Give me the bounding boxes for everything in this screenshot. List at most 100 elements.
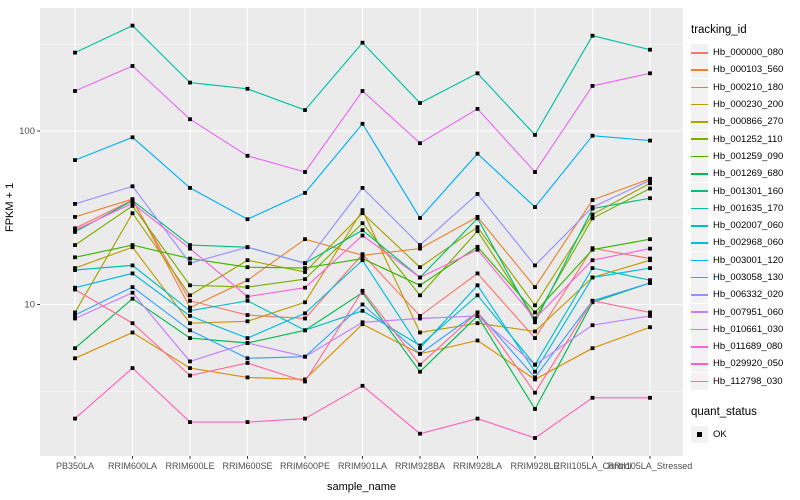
data-point	[130, 263, 135, 268]
data-point	[188, 359, 192, 364]
data-point	[475, 192, 480, 196]
data-point	[188, 328, 192, 333]
legend-line-swatch	[691, 182, 708, 200]
data-point	[188, 293, 192, 298]
data-point	[188, 186, 192, 190]
data-point	[303, 354, 307, 359]
series-Hb_007951_060	[73, 290, 652, 367]
legend-item-Hb_001269_680: Hb_001269_680	[691, 165, 799, 183]
legend-line-swatch	[691, 269, 708, 286]
data-point	[73, 202, 77, 206]
data-point	[475, 225, 480, 230]
data-point	[360, 308, 365, 313]
data-point	[73, 228, 77, 233]
data-point	[418, 316, 422, 321]
data-point	[590, 275, 595, 280]
legend-item-label: Hb_010661_030	[713, 323, 784, 335]
data-point	[245, 298, 250, 303]
data-point	[648, 281, 652, 285]
legend-line-swatch	[691, 286, 708, 304]
data-point	[188, 420, 192, 424]
data-point	[360, 288, 365, 293]
data-point	[533, 263, 537, 268]
data-point	[418, 314, 422, 318]
data-point	[245, 341, 250, 345]
data-point	[475, 216, 480, 221]
data-point	[303, 266, 307, 270]
data-point	[475, 71, 480, 76]
legend-line-swatch	[691, 61, 708, 79]
data-point	[188, 246, 192, 251]
quant-ok-square-icon	[691, 426, 708, 444]
data-point	[188, 261, 192, 266]
data-point	[533, 375, 537, 380]
data-point	[648, 178, 652, 183]
data-point	[533, 436, 537, 440]
x-tick-label: PB350LA	[56, 461, 94, 471]
data-point	[130, 184, 135, 189]
legend-line-swatch	[691, 96, 708, 114]
quant-ok-label: OK	[713, 429, 727, 441]
data-point	[533, 329, 537, 334]
data-point	[418, 246, 422, 251]
data-point	[130, 321, 135, 326]
x-tick-label: RRIM600PE	[280, 461, 330, 471]
legend: tracking_id Hb_000000_080 Hb_000103_560 Hb…	[691, 24, 799, 444]
legend-item-Hb_002007_060: Hb_002007_060	[691, 217, 799, 235]
data-point	[648, 266, 652, 270]
legend-item-label: Hb_001269_680	[713, 168, 784, 180]
data-point	[73, 226, 77, 231]
data-point	[73, 316, 77, 321]
data-point	[245, 278, 250, 283]
data-point	[188, 80, 192, 85]
data-point	[245, 375, 250, 380]
series-Hb_006332_020	[73, 178, 652, 268]
data-point	[533, 133, 537, 137]
legend-item-Hb_001301_160: Hb_001301_160	[691, 182, 799, 200]
data-point	[648, 237, 652, 242]
data-point	[245, 217, 250, 222]
y-axis-title: FPKM + 1	[4, 182, 16, 232]
data-point	[188, 321, 192, 326]
x-tick-label: RRIM928BA	[395, 461, 445, 471]
legend-item-label: Hb_003001_120	[713, 254, 784, 266]
legend-item-label: Hb_002007_060	[713, 220, 784, 232]
data-point	[648, 246, 652, 251]
data-point	[303, 191, 307, 195]
data-point	[188, 308, 192, 313]
data-point	[360, 208, 365, 212]
legend-item-Hb_001252_110: Hb_001252_110	[691, 130, 799, 148]
data-point	[590, 346, 595, 351]
x-axis-title: sample_name	[326, 481, 397, 493]
data-point	[648, 278, 652, 283]
data-point	[130, 64, 135, 68]
data-point	[360, 233, 365, 238]
data-point	[130, 201, 135, 206]
legend-item-label: Hb_029920_050	[713, 358, 784, 370]
legend-item-label: Hb_002968_060	[713, 237, 784, 249]
data-point	[648, 186, 652, 191]
legend-item-Hb_112798_030: Hb_112798_030	[691, 372, 799, 390]
data-point	[360, 211, 365, 216]
data-point	[533, 407, 537, 411]
legend-item-label: Hb_001301_160	[713, 185, 784, 197]
data-point	[73, 268, 77, 272]
legend-item-Hb_000866_270: Hb_000866_270	[691, 113, 799, 131]
data-point	[590, 323, 595, 328]
data-point	[475, 229, 480, 233]
series-Hb_002007_060	[73, 263, 652, 367]
data-point	[590, 84, 595, 88]
series-Hb_010661_030	[73, 64, 652, 174]
data-point	[418, 351, 422, 356]
legend-item-label: Hb_000000_080	[713, 47, 784, 59]
data-point	[533, 285, 537, 289]
x-tick-label: RRIM600LE	[165, 461, 214, 471]
legend-item-label: Hb_001252_110	[713, 133, 783, 145]
y-tick-label: 100	[19, 126, 35, 137]
x-tick-label: RRII105LA_Control	[553, 461, 631, 471]
data-point	[130, 296, 135, 301]
data-point	[475, 271, 480, 276]
legend-line-swatch	[691, 130, 708, 148]
data-point	[188, 256, 192, 261]
data-point	[648, 325, 652, 330]
